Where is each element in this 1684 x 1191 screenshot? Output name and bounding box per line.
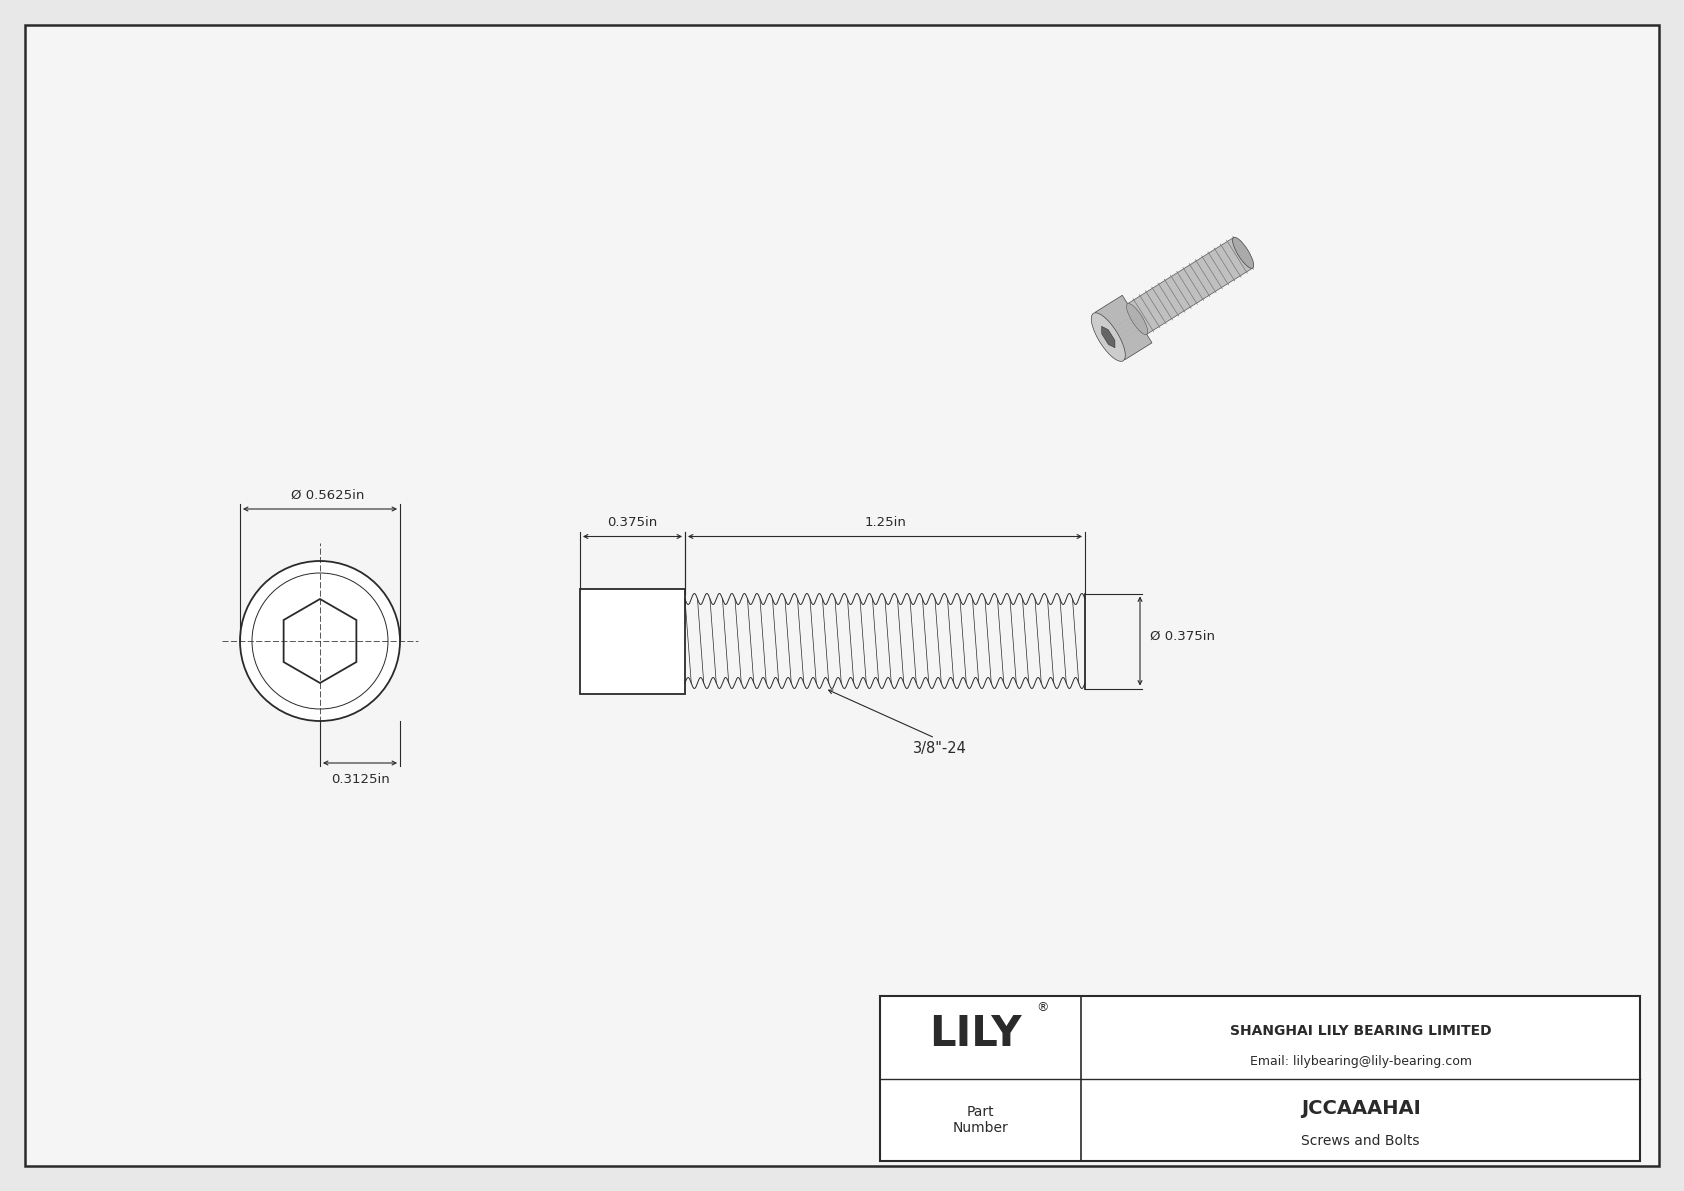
Text: ®: ®	[1036, 1002, 1049, 1015]
Text: SHANGHAI LILY BEARING LIMITED: SHANGHAI LILY BEARING LIMITED	[1229, 1023, 1492, 1037]
Polygon shape	[1101, 326, 1115, 348]
Text: Part
Number: Part Number	[953, 1104, 1009, 1135]
Text: Email: lilybearing@lily-bearing.com: Email: lilybearing@lily-bearing.com	[1250, 1055, 1472, 1068]
Text: 3/8"-24: 3/8"-24	[913, 741, 967, 755]
Text: 0.3125in: 0.3125in	[330, 773, 389, 786]
Circle shape	[241, 561, 401, 721]
Text: Ø 0.5625in: Ø 0.5625in	[291, 490, 365, 501]
Text: Screws and Bolts: Screws and Bolts	[1302, 1134, 1420, 1148]
Text: JCCAAAHAI: JCCAAAHAI	[1300, 1099, 1421, 1117]
Polygon shape	[1128, 237, 1253, 335]
Text: LILY: LILY	[930, 1014, 1022, 1055]
Ellipse shape	[1127, 304, 1148, 335]
Bar	[881, 996, 1640, 1161]
Text: Ø 0.375in: Ø 0.375in	[1150, 630, 1214, 642]
Ellipse shape	[1091, 313, 1125, 361]
Text: 1.25in: 1.25in	[864, 517, 906, 530]
Text: 0.375in: 0.375in	[608, 517, 658, 530]
Bar	[579, 588, 685, 693]
Polygon shape	[283, 599, 357, 682]
Ellipse shape	[1233, 237, 1253, 268]
Polygon shape	[1095, 295, 1152, 360]
